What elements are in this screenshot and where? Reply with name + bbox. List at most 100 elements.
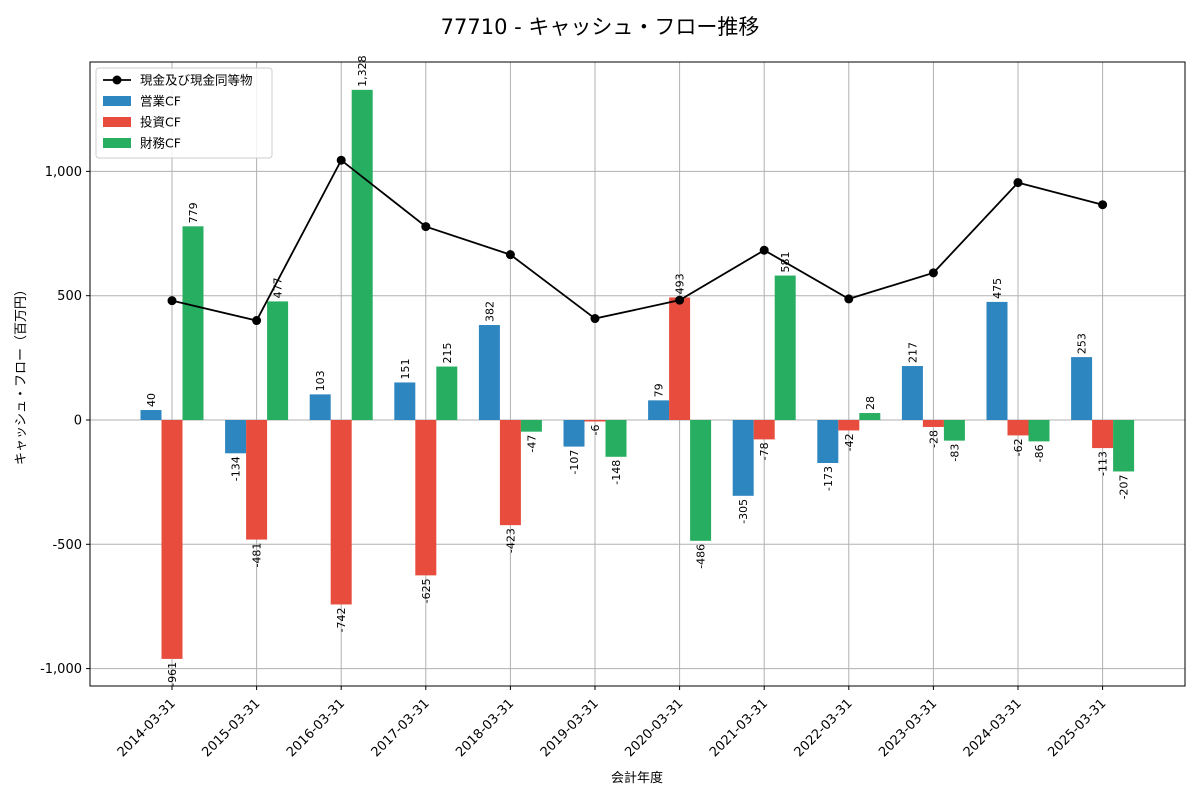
x-tick-label: 2024-03-31 bbox=[961, 696, 1025, 760]
legend-line-dot bbox=[112, 75, 122, 85]
bar bbox=[309, 394, 331, 420]
x-tick-label: 2016-03-31 bbox=[284, 696, 348, 760]
data-label: -207 bbox=[1118, 474, 1131, 499]
data-label: 28 bbox=[864, 396, 877, 410]
line-point bbox=[1098, 200, 1108, 210]
y-tick-label: 500 bbox=[57, 289, 82, 304]
bar bbox=[753, 419, 775, 440]
data-label: 382 bbox=[483, 301, 496, 322]
data-label: -47 bbox=[525, 435, 538, 453]
data-label: 493 bbox=[674, 273, 687, 294]
y-axis-ticks: -1,000 -500 0 500 1,000 bbox=[40, 165, 90, 677]
cash-line bbox=[171, 158, 1103, 322]
x-tick-label: 2020-03-31 bbox=[622, 696, 686, 760]
bar bbox=[1113, 419, 1135, 472]
data-label: -78 bbox=[758, 442, 771, 460]
line-point bbox=[1013, 178, 1023, 188]
bar bbox=[182, 226, 204, 420]
data-label: 581 bbox=[779, 252, 792, 273]
legend-label: 現金及び現金同等物 bbox=[140, 73, 253, 88]
bar bbox=[140, 410, 162, 420]
bar bbox=[1071, 357, 1093, 420]
bar bbox=[605, 419, 627, 457]
legend-swatch bbox=[103, 117, 131, 127]
data-label: -107 bbox=[568, 450, 581, 475]
cash-line-layer bbox=[167, 155, 1108, 326]
y-axis-label: キャッシュ・フロー（百万円） bbox=[14, 283, 29, 465]
data-label: 79 bbox=[653, 383, 666, 397]
x-axis-label: 会計年度 bbox=[611, 770, 663, 786]
bar bbox=[246, 419, 268, 540]
legend-label: 投資CF bbox=[140, 115, 181, 130]
x-tick-label: 2014-03-31 bbox=[115, 696, 179, 760]
line-point bbox=[675, 295, 685, 305]
data-label: -148 bbox=[610, 460, 623, 485]
bar bbox=[478, 325, 500, 420]
bar bbox=[732, 419, 754, 496]
data-label: -6 bbox=[589, 424, 602, 435]
x-tick-label: 2023-03-31 bbox=[876, 696, 940, 760]
bar bbox=[986, 301, 1008, 420]
data-label: -742 bbox=[335, 607, 348, 632]
legend-box bbox=[95, 67, 273, 159]
bar bbox=[669, 297, 691, 420]
data-label: -28 bbox=[927, 430, 940, 448]
bar bbox=[1092, 419, 1114, 449]
bar bbox=[774, 275, 796, 420]
data-label: 477 bbox=[272, 277, 285, 298]
bar bbox=[690, 419, 712, 541]
bar bbox=[838, 419, 860, 431]
data-label: 253 bbox=[1076, 333, 1089, 354]
data-label: -305 bbox=[737, 499, 750, 524]
bar bbox=[901, 366, 923, 420]
legend-label: 財務CF bbox=[140, 136, 181, 151]
bar bbox=[584, 419, 606, 422]
y-tick-label: -500 bbox=[52, 538, 82, 553]
bar bbox=[330, 419, 352, 605]
bar bbox=[225, 419, 247, 454]
data-label: 475 bbox=[991, 278, 1004, 299]
bar bbox=[415, 419, 437, 576]
data-label: -42 bbox=[843, 433, 856, 451]
bar bbox=[436, 366, 458, 420]
x-tick-label: 2022-03-31 bbox=[792, 696, 856, 760]
bar bbox=[161, 419, 183, 659]
bar bbox=[1007, 419, 1029, 436]
data-label: 1,328 bbox=[356, 55, 369, 87]
bar bbox=[648, 400, 670, 420]
x-tick-label: 2017-03-31 bbox=[369, 696, 433, 760]
bar bbox=[922, 419, 944, 427]
bar bbox=[817, 419, 839, 464]
bar bbox=[520, 419, 542, 432]
x-tick-label: 2015-03-31 bbox=[199, 696, 263, 760]
bar bbox=[943, 419, 965, 441]
bars-layer bbox=[140, 89, 1135, 659]
grid-lines bbox=[90, 62, 1185, 686]
legend-label: 営業CF bbox=[140, 94, 181, 109]
line-point bbox=[505, 250, 515, 260]
data-label: -83 bbox=[948, 444, 961, 462]
data-label: 151 bbox=[399, 358, 412, 379]
y-tick-label: -1,000 bbox=[40, 662, 82, 677]
bar bbox=[859, 413, 881, 420]
data-label: 40 bbox=[145, 393, 158, 407]
x-tick-label: 2018-03-31 bbox=[453, 696, 517, 760]
line-point bbox=[928, 268, 938, 278]
data-label: -113 bbox=[1097, 451, 1110, 476]
data-label: 779 bbox=[187, 202, 200, 223]
data-label: -134 bbox=[230, 456, 243, 481]
data-label: -625 bbox=[420, 578, 433, 603]
line-point bbox=[336, 155, 346, 165]
data-labels-layer: 40 -134 103 151 382 -107 79 -305 -173 217 475 253 -9… bbox=[145, 55, 1131, 687]
x-tick-label: 2021-03-31 bbox=[707, 696, 771, 760]
data-label: -173 bbox=[822, 466, 835, 491]
legend-swatch bbox=[103, 96, 131, 106]
data-label: 103 bbox=[314, 370, 327, 391]
data-label: -423 bbox=[504, 528, 517, 553]
bar bbox=[394, 382, 416, 420]
bar bbox=[563, 419, 585, 447]
bar bbox=[1028, 419, 1050, 442]
data-label: -481 bbox=[251, 543, 264, 568]
x-tick-label: 2025-03-31 bbox=[1045, 696, 1109, 760]
